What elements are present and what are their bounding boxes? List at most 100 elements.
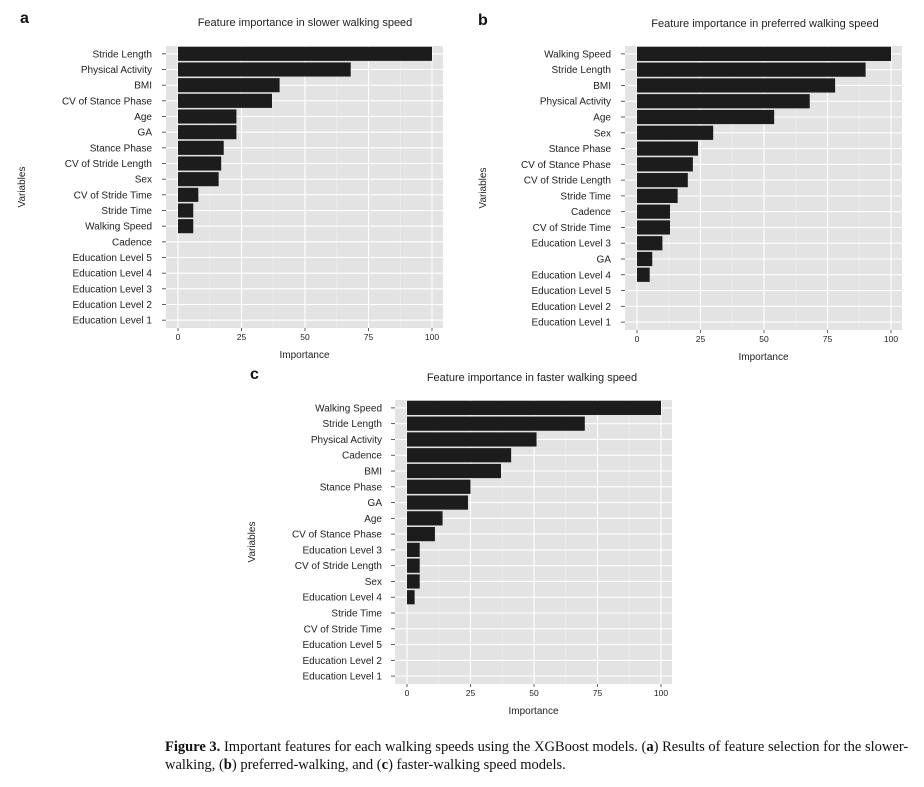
caption-text-1: Important features for each walking spee…	[220, 739, 647, 755]
panel-label-b: b	[478, 12, 488, 29]
category-label-b: Age	[593, 113, 611, 124]
bar-b	[637, 173, 688, 188]
panel-label-c: c	[250, 366, 259, 383]
category-label-c: CV of Stride Time	[304, 624, 383, 635]
category-label-a: Education Level 4	[72, 269, 152, 280]
bar-b	[637, 78, 836, 93]
caption-label: Figure 3.	[165, 739, 221, 755]
category-label-c: Education Level 1	[302, 672, 382, 683]
bar-a	[178, 219, 194, 234]
x-tick-label-c: 100	[654, 688, 668, 698]
x-axis-label-c: Importance	[508, 706, 558, 717]
x-tick-label-a: 25	[237, 332, 247, 342]
x-tick-label-a: 50	[300, 332, 310, 342]
category-label-b: Education Level 3	[531, 239, 611, 250]
caption-text-3: ) preferred-walking, and (	[231, 757, 382, 773]
bar-c	[407, 558, 420, 573]
bar-c	[407, 479, 471, 494]
category-label-b: Walking Speed	[544, 49, 611, 60]
caption-text-2: ) Results of feature selection for the s…	[165, 739, 909, 773]
category-label-a: Education Level 5	[72, 253, 152, 264]
category-label-b: Sex	[594, 128, 611, 139]
bar-b	[637, 109, 775, 125]
bar-a	[178, 203, 194, 218]
bar-a	[178, 125, 237, 140]
bar-a	[178, 109, 237, 124]
x-tick-label-b: 50	[759, 334, 769, 344]
category-label-c: Cadence	[342, 451, 382, 462]
category-label-c: Walking Speed	[315, 403, 382, 414]
category-label-a: Age	[134, 112, 152, 123]
category-label-c: Age	[364, 514, 382, 525]
bar-b	[637, 220, 671, 235]
category-label-b: CV of Stance Phase	[521, 160, 611, 171]
category-label-c: GA	[368, 498, 383, 509]
category-label-a: Education Level 3	[72, 284, 152, 295]
figure-caption: Figure 3. Important features for each wa…	[165, 738, 915, 774]
category-label-a: CV of Stance Phase	[62, 96, 152, 107]
bar-a	[178, 78, 280, 93]
bar-c	[407, 511, 443, 526]
y-axis-label-a: Variables	[17, 167, 28, 208]
category-label-b: CV of Stride Time	[533, 223, 612, 234]
caption-b: b	[223, 757, 232, 773]
category-label-a: CV of Stride Length	[65, 159, 152, 170]
bar-b	[637, 157, 693, 172]
category-label-b: Stance Phase	[549, 144, 612, 155]
y-axis-label-c: Variables	[247, 522, 258, 563]
bar-b	[637, 94, 810, 109]
category-label-c: CV of Stride Length	[295, 561, 382, 572]
bar-c	[407, 495, 468, 510]
category-label-c: Physical Activity	[311, 435, 382, 446]
category-label-b: Stride Length	[552, 65, 612, 76]
category-label-c: BMI	[364, 467, 382, 478]
category-label-b: BMI	[593, 81, 611, 92]
bar-c	[407, 463, 501, 479]
category-label-c: Stance Phase	[320, 482, 383, 493]
category-label-a: Walking Speed	[85, 222, 152, 233]
x-tick-label-a: 0	[176, 332, 181, 342]
category-label-a: Sex	[135, 175, 152, 186]
category-label-b: Education Level 5	[531, 286, 611, 297]
bar-c	[407, 527, 435, 542]
bar-b	[637, 251, 653, 267]
category-label-b: Education Level 4	[531, 270, 611, 281]
bar-c	[407, 400, 661, 415]
category-label-c: Stride Length	[323, 419, 383, 430]
x-tick-label-c: 50	[529, 688, 539, 698]
category-label-a: Cadence	[112, 237, 152, 248]
chart-title-b: Feature importance in preferred walking …	[651, 18, 878, 30]
caption-a: a	[646, 739, 654, 755]
chart-title-c: Feature importance in faster walking spe…	[427, 372, 637, 384]
bar-c	[407, 432, 537, 447]
category-label-a: Education Level 1	[72, 316, 152, 327]
bar-a	[178, 156, 222, 171]
bar-b	[637, 62, 866, 77]
category-label-a: CV of Stride Time	[74, 190, 153, 201]
x-tick-label-a: 100	[425, 332, 439, 342]
caption-c: c	[381, 757, 389, 773]
category-label-a: BMI	[134, 81, 152, 92]
x-tick-label-b: 75	[823, 334, 833, 344]
bar-a	[178, 172, 219, 187]
bar-c	[407, 574, 420, 589]
x-tick-label-b: 25	[696, 334, 706, 344]
bar-c	[407, 448, 512, 463]
y-axis-label-b: Variables	[478, 168, 489, 209]
bar-b	[637, 125, 714, 140]
bar-b	[637, 267, 650, 282]
category-label-b: Cadence	[571, 207, 611, 218]
category-label-a: Stride Length	[93, 49, 153, 60]
x-tick-label-c: 25	[466, 688, 476, 698]
category-label-a: Stride Time	[101, 206, 152, 217]
bar-c	[407, 542, 420, 557]
x-tick-label-c: 75	[593, 688, 603, 698]
chart-title-a: Feature importance in slower walking spe…	[198, 17, 413, 29]
bar-b	[637, 188, 678, 203]
category-label-c: Education Level 5	[302, 640, 382, 651]
category-label-b: Education Level 2	[531, 302, 611, 313]
bar-b	[637, 204, 671, 219]
category-label-c: Education Level 2	[302, 656, 382, 667]
x-axis-label-b: Importance	[738, 352, 788, 363]
